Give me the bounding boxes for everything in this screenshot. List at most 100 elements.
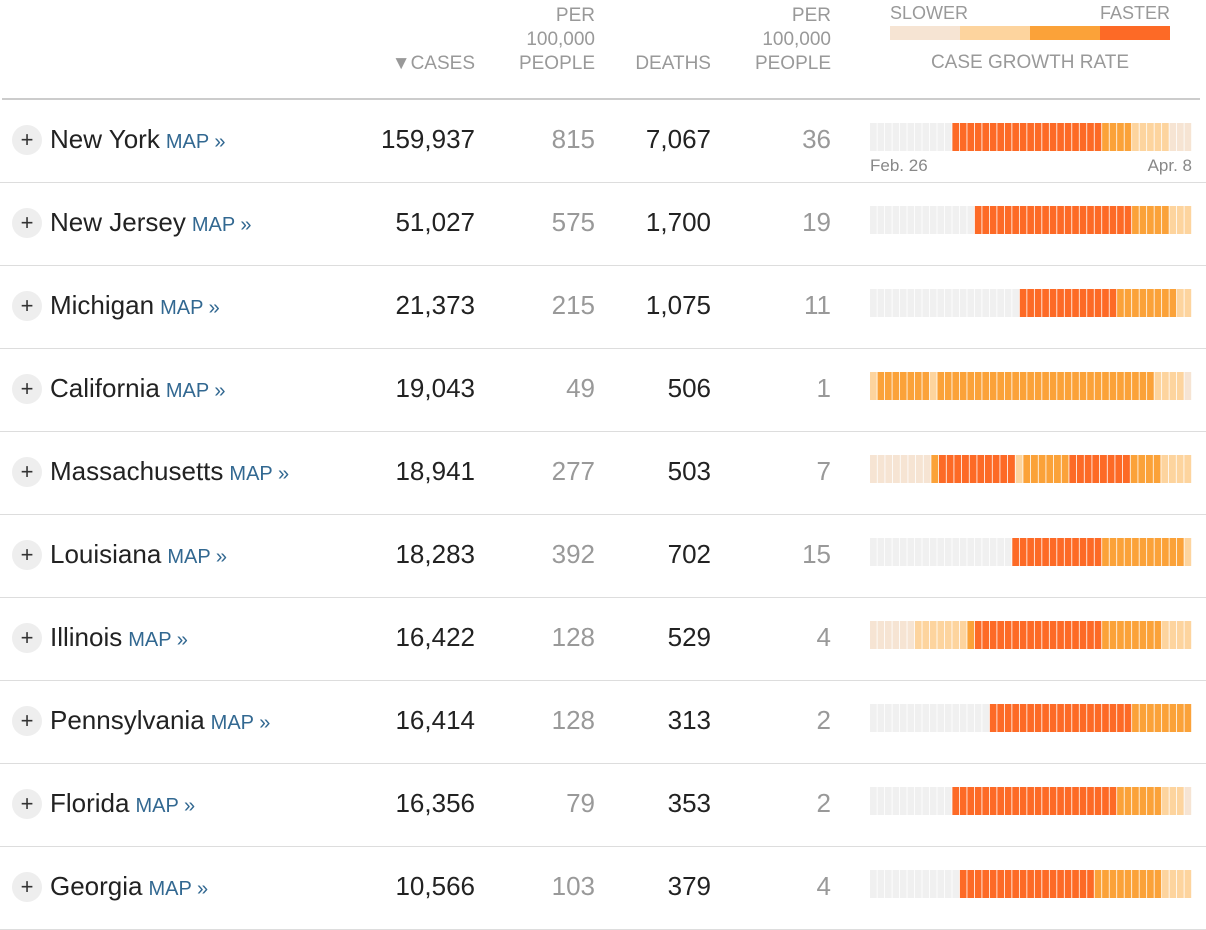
growth-day-cell <box>952 787 960 815</box>
table-row[interactable]: + California MAP » 19,043 49 506 1 <box>0 349 1206 432</box>
deaths-per-100k-value: 2 <box>816 705 831 735</box>
table-row[interactable]: + Massachusetts MAP » 18,941 277 503 7 <box>0 432 1206 515</box>
growth-day-cell <box>1012 289 1019 317</box>
growth-day-cell <box>1161 455 1169 483</box>
growth-day-cell <box>997 289 1004 317</box>
growth-day-cell <box>1139 621 1147 649</box>
expand-row-button[interactable]: + <box>12 208 42 238</box>
growth-day-cell <box>1057 206 1064 234</box>
growth-day-cell <box>997 538 1004 566</box>
header-line: PER <box>555 5 595 26</box>
growth-day-cell <box>914 123 922 151</box>
deaths-value: 313 <box>667 705 711 735</box>
growth-day-cell <box>1057 870 1064 898</box>
growth-day-cell <box>982 372 990 400</box>
growth-day-cell <box>1004 787 1012 815</box>
deaths-value: 1,700 <box>645 207 711 237</box>
growth-day-cell <box>944 206 952 234</box>
growth-day-cell <box>1079 123 1087 151</box>
growth-day-cell <box>959 538 967 566</box>
deaths-value: 506 <box>667 373 711 403</box>
growth-day-cell <box>1117 870 1124 898</box>
growth-day-cell <box>1034 123 1042 151</box>
growth-day-cell <box>1177 870 1184 898</box>
growth-day-cell <box>1034 787 1042 815</box>
growth-day-cell <box>977 455 985 483</box>
growth-day-cell <box>989 372 997 400</box>
table-row[interactable]: + Georgia MAP » 10,566 103 379 4 <box>0 847 1206 930</box>
growth-day-cell <box>907 123 915 151</box>
growth-day-cell <box>1049 206 1057 234</box>
expand-row-button[interactable]: + <box>12 789 42 819</box>
growth-day-cell <box>952 870 960 898</box>
growth-day-cell <box>952 621 960 649</box>
growth-day-cell <box>967 206 975 234</box>
growth-day-cell <box>1027 372 1034 400</box>
map-link[interactable]: MAP » <box>135 795 196 817</box>
expand-row-button[interactable]: + <box>12 291 42 321</box>
cases-sort-label[interactable]: ▼CASES <box>391 53 475 74</box>
expand-row-button[interactable]: + <box>12 872 42 902</box>
growth-day-cell <box>1109 123 1117 151</box>
map-link[interactable]: MAP » <box>229 463 290 485</box>
growth-day-cell <box>1184 870 1192 898</box>
expand-row-button[interactable]: + <box>12 706 42 736</box>
expand-row-button[interactable]: + <box>12 623 42 653</box>
table-row[interactable]: + New Jersey MAP » 51,027 575 1,700 19 <box>0 183 1206 266</box>
table-row[interactable]: + Florida MAP » 16,356 79 353 2 <box>0 764 1206 847</box>
expand-row-button[interactable]: + <box>12 125 42 155</box>
growth-day-cell <box>937 206 945 234</box>
state-name-cell: Florida MAP » <box>50 788 195 819</box>
map-link[interactable]: MAP » <box>167 546 227 568</box>
growth-day-cell <box>1169 704 1177 732</box>
growth-day-cell <box>967 372 975 400</box>
map-link[interactable]: MAP » <box>210 712 271 734</box>
header-line: 100,000 <box>762 29 831 50</box>
table-row[interactable]: + Michigan MAP » 21,373 215 1,075 11 <box>0 266 1206 349</box>
deaths-label: DEATHS <box>635 53 711 74</box>
growth-day-cell <box>1012 870 1019 898</box>
map-link[interactable]: MAP » <box>165 380 226 402</box>
table-row[interactable]: + New York MAP » 159,937 815 7,067 36 Feb. 26 Ap… <box>0 100 1206 183</box>
growth-day-cell <box>1027 206 1034 234</box>
map-link[interactable]: MAP » <box>160 297 220 319</box>
growth-day-cell <box>1094 289 1102 317</box>
growth-day-cell <box>1184 289 1192 317</box>
table-row[interactable]: + Louisiana MAP » 18,283 392 702 15 <box>0 515 1206 598</box>
growth-day-cell <box>952 372 960 400</box>
growth-day-cell <box>959 206 967 234</box>
expand-row-button[interactable]: + <box>12 457 42 487</box>
growth-day-cell <box>944 704 952 732</box>
expand-row-button[interactable]: + <box>12 374 42 404</box>
growth-day-cell <box>1057 289 1064 317</box>
table-row[interactable]: + Illinois MAP » 16,422 128 529 4 <box>0 598 1206 681</box>
deaths-per-100k-value: 1 <box>816 373 831 403</box>
growth-day-cell <box>1072 123 1079 151</box>
map-link[interactable]: MAP » <box>165 131 226 153</box>
expand-row-button[interactable]: + <box>12 540 42 570</box>
growth-day-cell <box>997 870 1004 898</box>
growth-day-cell <box>1087 123 1094 151</box>
map-link[interactable]: MAP » <box>191 214 252 236</box>
growth-day-cell <box>1147 123 1154 151</box>
growth-day-cell <box>929 123 937 151</box>
growth-day-cell <box>982 621 990 649</box>
state-name: Illinois <box>50 622 123 652</box>
growth-day-cell <box>952 206 960 234</box>
growth-day-cell <box>1162 206 1169 234</box>
map-link[interactable]: MAP » <box>128 629 188 651</box>
growth-rate-strip <box>870 538 1192 566</box>
growth-day-cell <box>1184 787 1192 815</box>
growth-day-cell <box>1169 621 1177 649</box>
growth-day-cell <box>1102 289 1109 317</box>
growth-day-cell <box>974 787 982 815</box>
map-link[interactable]: MAP » <box>148 878 209 900</box>
cases-header[interactable]: ▼CASES <box>392 52 475 76</box>
state-name-cell: Louisiana MAP » <box>50 539 227 570</box>
growth-day-cell <box>892 123 900 151</box>
deaths-value: 1,075 <box>645 290 711 320</box>
growth-day-cell <box>877 704 885 732</box>
growth-day-cell <box>974 621 982 649</box>
header-divider <box>2 98 1200 100</box>
table-row[interactable]: + Pennsylvania MAP » 16,414 128 313 2 <box>0 681 1206 764</box>
